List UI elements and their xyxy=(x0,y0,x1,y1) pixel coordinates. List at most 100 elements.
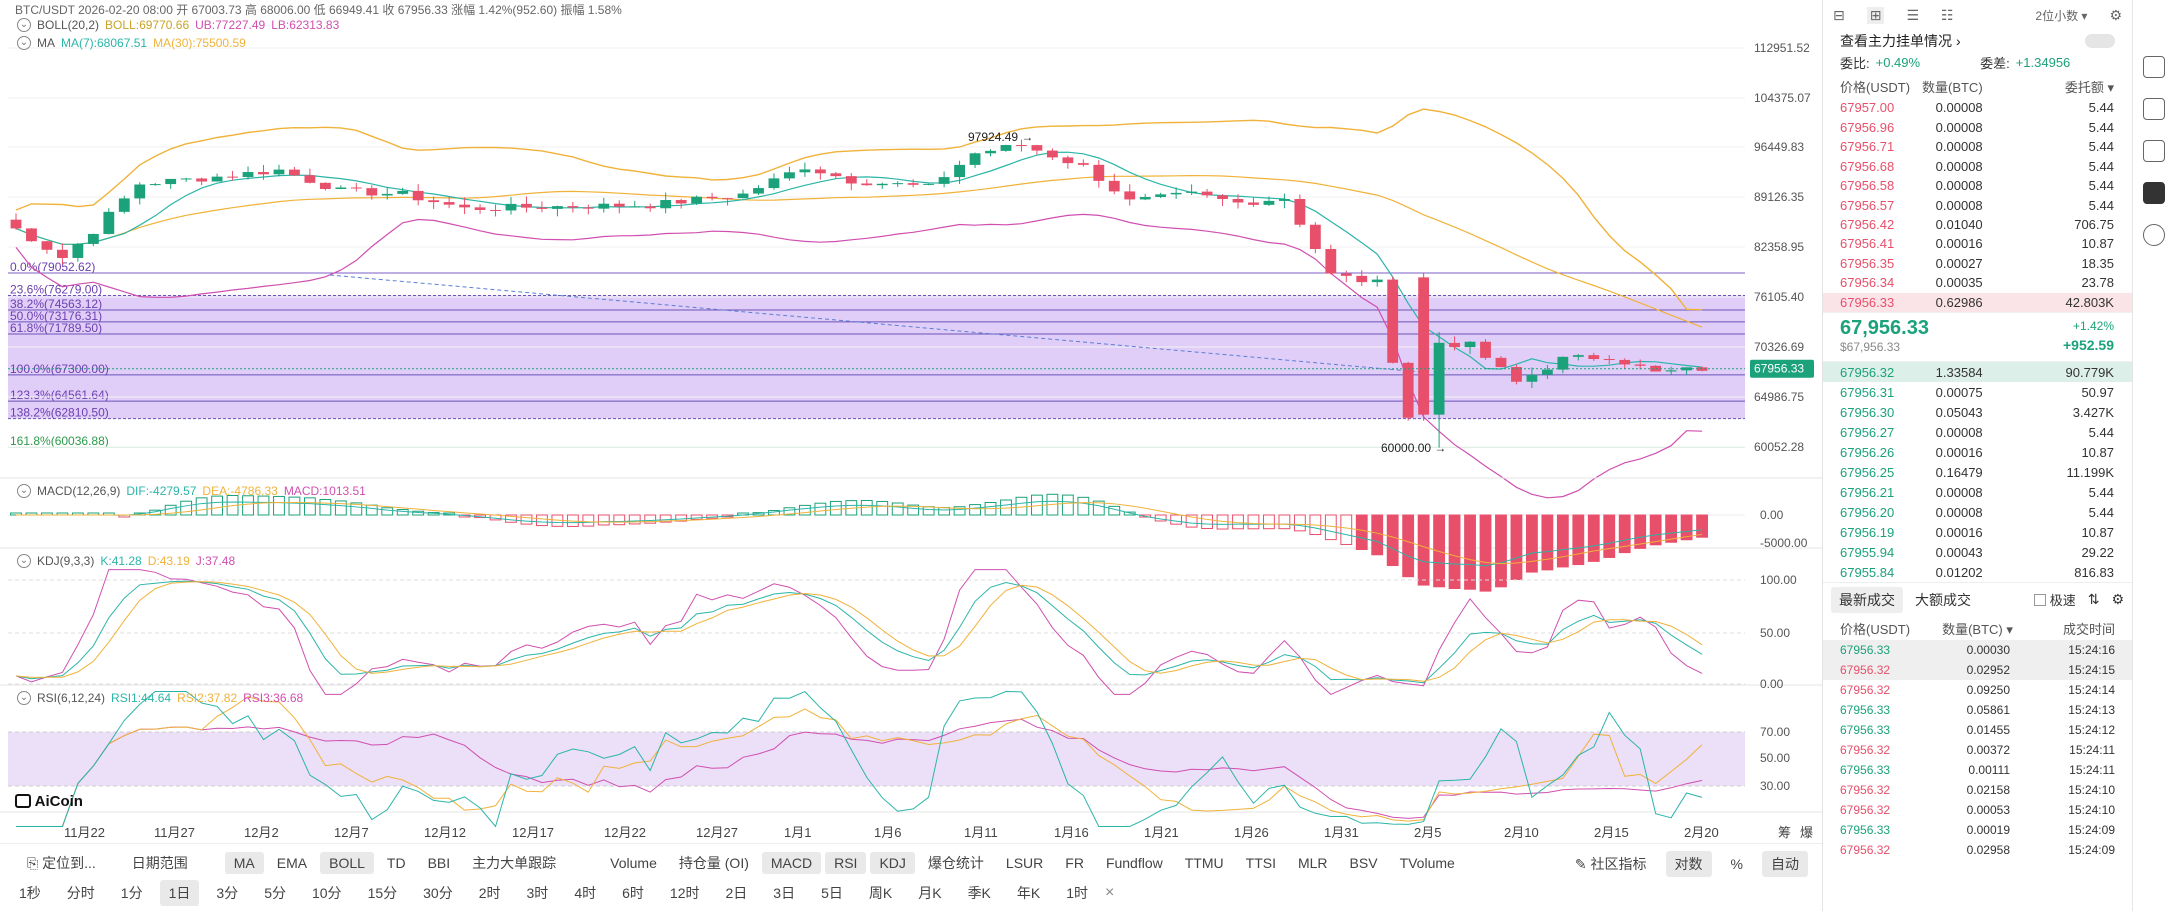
ask-row[interactable]: 67956.71 0.00008 5.44 xyxy=(1823,137,2132,156)
layout-list-icon[interactable]: ☰ xyxy=(1906,6,1920,23)
ask-row[interactable]: 67956.33 0.62986 42.803K xyxy=(1823,292,2132,312)
interval-4[interactable]: 3分 xyxy=(216,885,239,901)
interval-18[interactable]: 月K xyxy=(918,885,942,901)
indicator-19[interactable]: TVolume xyxy=(1399,855,1455,871)
layout-bids-icon[interactable]: ☷ xyxy=(1941,6,1954,23)
log-scale-button[interactable]: 对数 xyxy=(1665,851,1712,877)
eye-icon[interactable]: ⌄ xyxy=(17,691,31,705)
indicator-1[interactable]: EMA xyxy=(276,855,308,871)
interval-8[interactable]: 30分 xyxy=(423,885,453,901)
indicator-11[interactable]: 爆仓统计 xyxy=(927,855,984,871)
ask-row[interactable]: 67956.35 0.00027 18.35 xyxy=(1823,254,2132,273)
indicator-6[interactable]: Volume xyxy=(610,855,657,871)
ask-row[interactable]: 67956.41 0.00016 10.87 xyxy=(1823,234,2132,253)
bid-row[interactable]: 67956.21 0.00008 5.44 xyxy=(1823,482,2132,502)
interval-2[interactable]: 1分 xyxy=(120,885,143,901)
ask-row[interactable]: 67957.00 0.00008 5.44 xyxy=(1823,98,2132,117)
interval-11[interactable]: 4时 xyxy=(574,885,597,901)
bid-row[interactable]: 67955.84 0.01202 816.83 xyxy=(1823,562,2132,582)
bid-row[interactable]: 67956.31 0.00075 50.97 xyxy=(1823,382,2132,402)
interval-6[interactable]: 10分 xyxy=(311,885,342,901)
indicator-15[interactable]: TTMU xyxy=(1184,855,1224,871)
robot-icon[interactable] xyxy=(2143,182,2165,204)
chart-type-icon[interactable] xyxy=(2143,98,2165,120)
ask-row[interactable]: 67956.68 0.00008 5.44 xyxy=(1823,156,2132,175)
indicator-10[interactable]: KDJ xyxy=(870,852,915,874)
gauge-icon[interactable] xyxy=(2143,224,2165,246)
indicator-12[interactable]: LSUR xyxy=(1005,855,1044,871)
interval-13[interactable]: 12时 xyxy=(669,885,700,901)
layout-both-icon[interactable]: ⊟ xyxy=(1833,6,1845,23)
interval-9[interactable]: 2时 xyxy=(478,885,501,901)
percent-button[interactable]: % xyxy=(1730,856,1743,872)
indicator-3[interactable]: TD xyxy=(386,855,406,871)
tab-big-trades[interactable]: 大额成交 xyxy=(1915,591,1971,608)
bid-row[interactable]: 67956.20 0.00008 5.44 xyxy=(1823,502,2132,522)
interval-20[interactable]: 年K xyxy=(1016,885,1041,901)
indicator-16[interactable]: TTSI xyxy=(1245,855,1276,871)
interval-16[interactable]: 5日 xyxy=(821,885,843,901)
chart-panel[interactable]: 0.0%(79052.62) 23.6%(76279.00) 38.2%(74563… xyxy=(0,0,1822,843)
indicator-14[interactable]: Fundflow xyxy=(1105,855,1163,871)
eye-icon[interactable]: ⌄ xyxy=(17,484,31,498)
eye-icon[interactable]: ⌄ xyxy=(17,18,31,32)
bid-row[interactable]: 67956.26 0.00016 10.87 xyxy=(1823,442,2132,462)
interval-10[interactable]: 3时 xyxy=(526,885,549,901)
interval-21[interactable]: 1时 xyxy=(1066,885,1089,901)
ask-row[interactable]: 67956.57 0.00008 5.44 xyxy=(1823,195,2132,214)
interval-15[interactable]: 3日 xyxy=(773,885,796,901)
bid-row[interactable]: 67956.25 0.16479 11.199K xyxy=(1823,462,2132,482)
bid-row[interactable]: 67955.94 0.00043 29.22 xyxy=(1823,542,2132,562)
interval-0[interactable]: 1秒 xyxy=(19,885,41,901)
indicator-18[interactable]: BSV xyxy=(1349,855,1378,871)
drawing-tool-icon[interactable] xyxy=(2143,56,2165,78)
settings-icon[interactable]: ⚙ xyxy=(2109,6,2122,23)
indicator-5[interactable]: 主力大单跟踪 xyxy=(472,855,557,871)
eye-icon[interactable]: ⌄ xyxy=(17,554,31,568)
main-orders-toggle[interactable] xyxy=(2085,34,2115,48)
indicator-7[interactable]: 持仓量 (OI) xyxy=(678,855,749,871)
main-orders-link[interactable]: 查看主力挂单情况 › xyxy=(1823,30,2132,52)
trade-col-qty-dropdown[interactable]: 数量(BTC) ▾ xyxy=(1942,621,2013,637)
interval-12[interactable]: 6时 xyxy=(622,885,644,901)
settings-icon[interactable]: ⚙ xyxy=(2111,591,2124,607)
ask-row[interactable]: 67956.96 0.00008 5.44 xyxy=(1823,117,2132,136)
indicator-13[interactable]: FR xyxy=(1065,855,1084,871)
layout-asks-icon[interactable]: ⊞ xyxy=(1866,6,1885,24)
decimals-dropdown[interactable]: 2位小数 ▾ xyxy=(2035,8,2088,23)
interval-17[interactable]: 周K xyxy=(868,885,893,901)
chart-canvas[interactable]: 0.0%(79052.62) 23.6%(76279.00)38.2%(74563… xyxy=(0,0,1822,843)
indicator-8[interactable]: MACD xyxy=(761,852,822,874)
bid-row[interactable]: 67956.27 0.00008 5.44 xyxy=(1823,422,2132,442)
indicator-2[interactable]: BOLL xyxy=(320,852,374,874)
tab-latest-trades[interactable]: 最新成交 xyxy=(1831,586,1903,613)
macd-bar xyxy=(1355,514,1368,550)
interval-1[interactable]: 分时 xyxy=(66,885,95,901)
indicator-17[interactable]: MLR xyxy=(1297,855,1328,871)
ask-row[interactable]: 67956.34 0.00035 23.78 xyxy=(1823,273,2132,292)
auto-scale-button[interactable]: 自动 xyxy=(1762,851,1808,877)
indicator-9[interactable]: RSI xyxy=(825,852,867,874)
bid-row[interactable]: 67956.30 0.05043 3.427K xyxy=(1823,402,2132,422)
ask-row[interactable]: 67956.58 0.00008 5.44 xyxy=(1823,176,2132,195)
date-range-button[interactable]: 日期范围 xyxy=(131,855,188,871)
layout-icon[interactable] xyxy=(2143,140,2165,162)
interval-3[interactable]: 1日 xyxy=(159,880,200,906)
cell: 67956.19 xyxy=(1840,524,1895,540)
fast-checkbox[interactable]: 极速 xyxy=(2034,590,2076,609)
indicator-0[interactable]: MA xyxy=(224,852,264,874)
interval-19[interactable]: 季K xyxy=(967,885,991,901)
interval-7[interactable]: 15分 xyxy=(367,885,398,901)
eye-icon[interactable]: ⌄ xyxy=(17,36,31,50)
community-indicators-button[interactable]: ✎ 社区指标 xyxy=(1566,851,1656,877)
interval-14[interactable]: 2日 xyxy=(725,885,748,901)
bid-row[interactable]: 67956.19 0.00016 10.87 xyxy=(1823,522,2132,542)
bid-row[interactable]: 67956.32 1.33584 90.779K xyxy=(1823,362,2132,382)
ask-row[interactable]: 67956.42 0.01040 706.75 xyxy=(1823,215,2132,234)
filter-icon[interactable]: ⇅ xyxy=(2087,591,2100,607)
locate-button[interactable]: ⎘ 定位到... xyxy=(18,850,105,876)
col-total-dropdown[interactable]: 委托额 ▾ xyxy=(2064,79,2114,95)
close-icon[interactable]: × xyxy=(1105,884,1115,901)
interval-5[interactable]: 5分 xyxy=(264,885,286,901)
indicator-4[interactable]: BBI xyxy=(427,855,451,871)
